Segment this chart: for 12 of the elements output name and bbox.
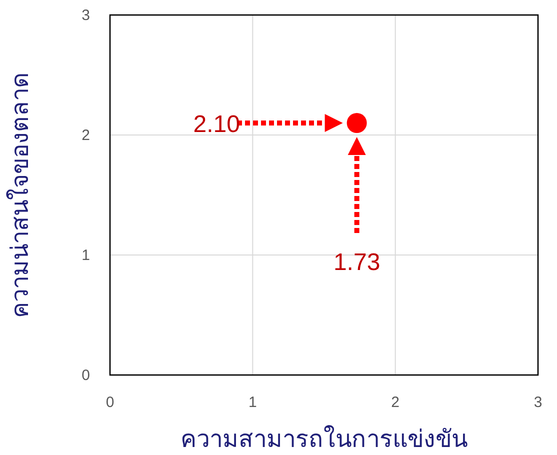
y-tick-label: 2 [82, 127, 90, 144]
y-axis-title: ความน่าสนใจของตลาด [6, 72, 34, 318]
x-tick-label: 3 [534, 394, 542, 411]
annotation: 2.10 [193, 111, 240, 138]
y-tick-label: 3 [82, 7, 90, 24]
x-axis-title: ความสามารถในการแข่งขัน [180, 425, 468, 453]
y-tick-label: 0 [82, 367, 90, 384]
x-tick-label: 0 [106, 394, 114, 411]
y-tick-label: 1 [82, 247, 90, 264]
annotation: 1.73 [333, 249, 380, 276]
x-tick-label: 2 [391, 394, 400, 411]
x-tick-label: 1 [248, 394, 257, 411]
